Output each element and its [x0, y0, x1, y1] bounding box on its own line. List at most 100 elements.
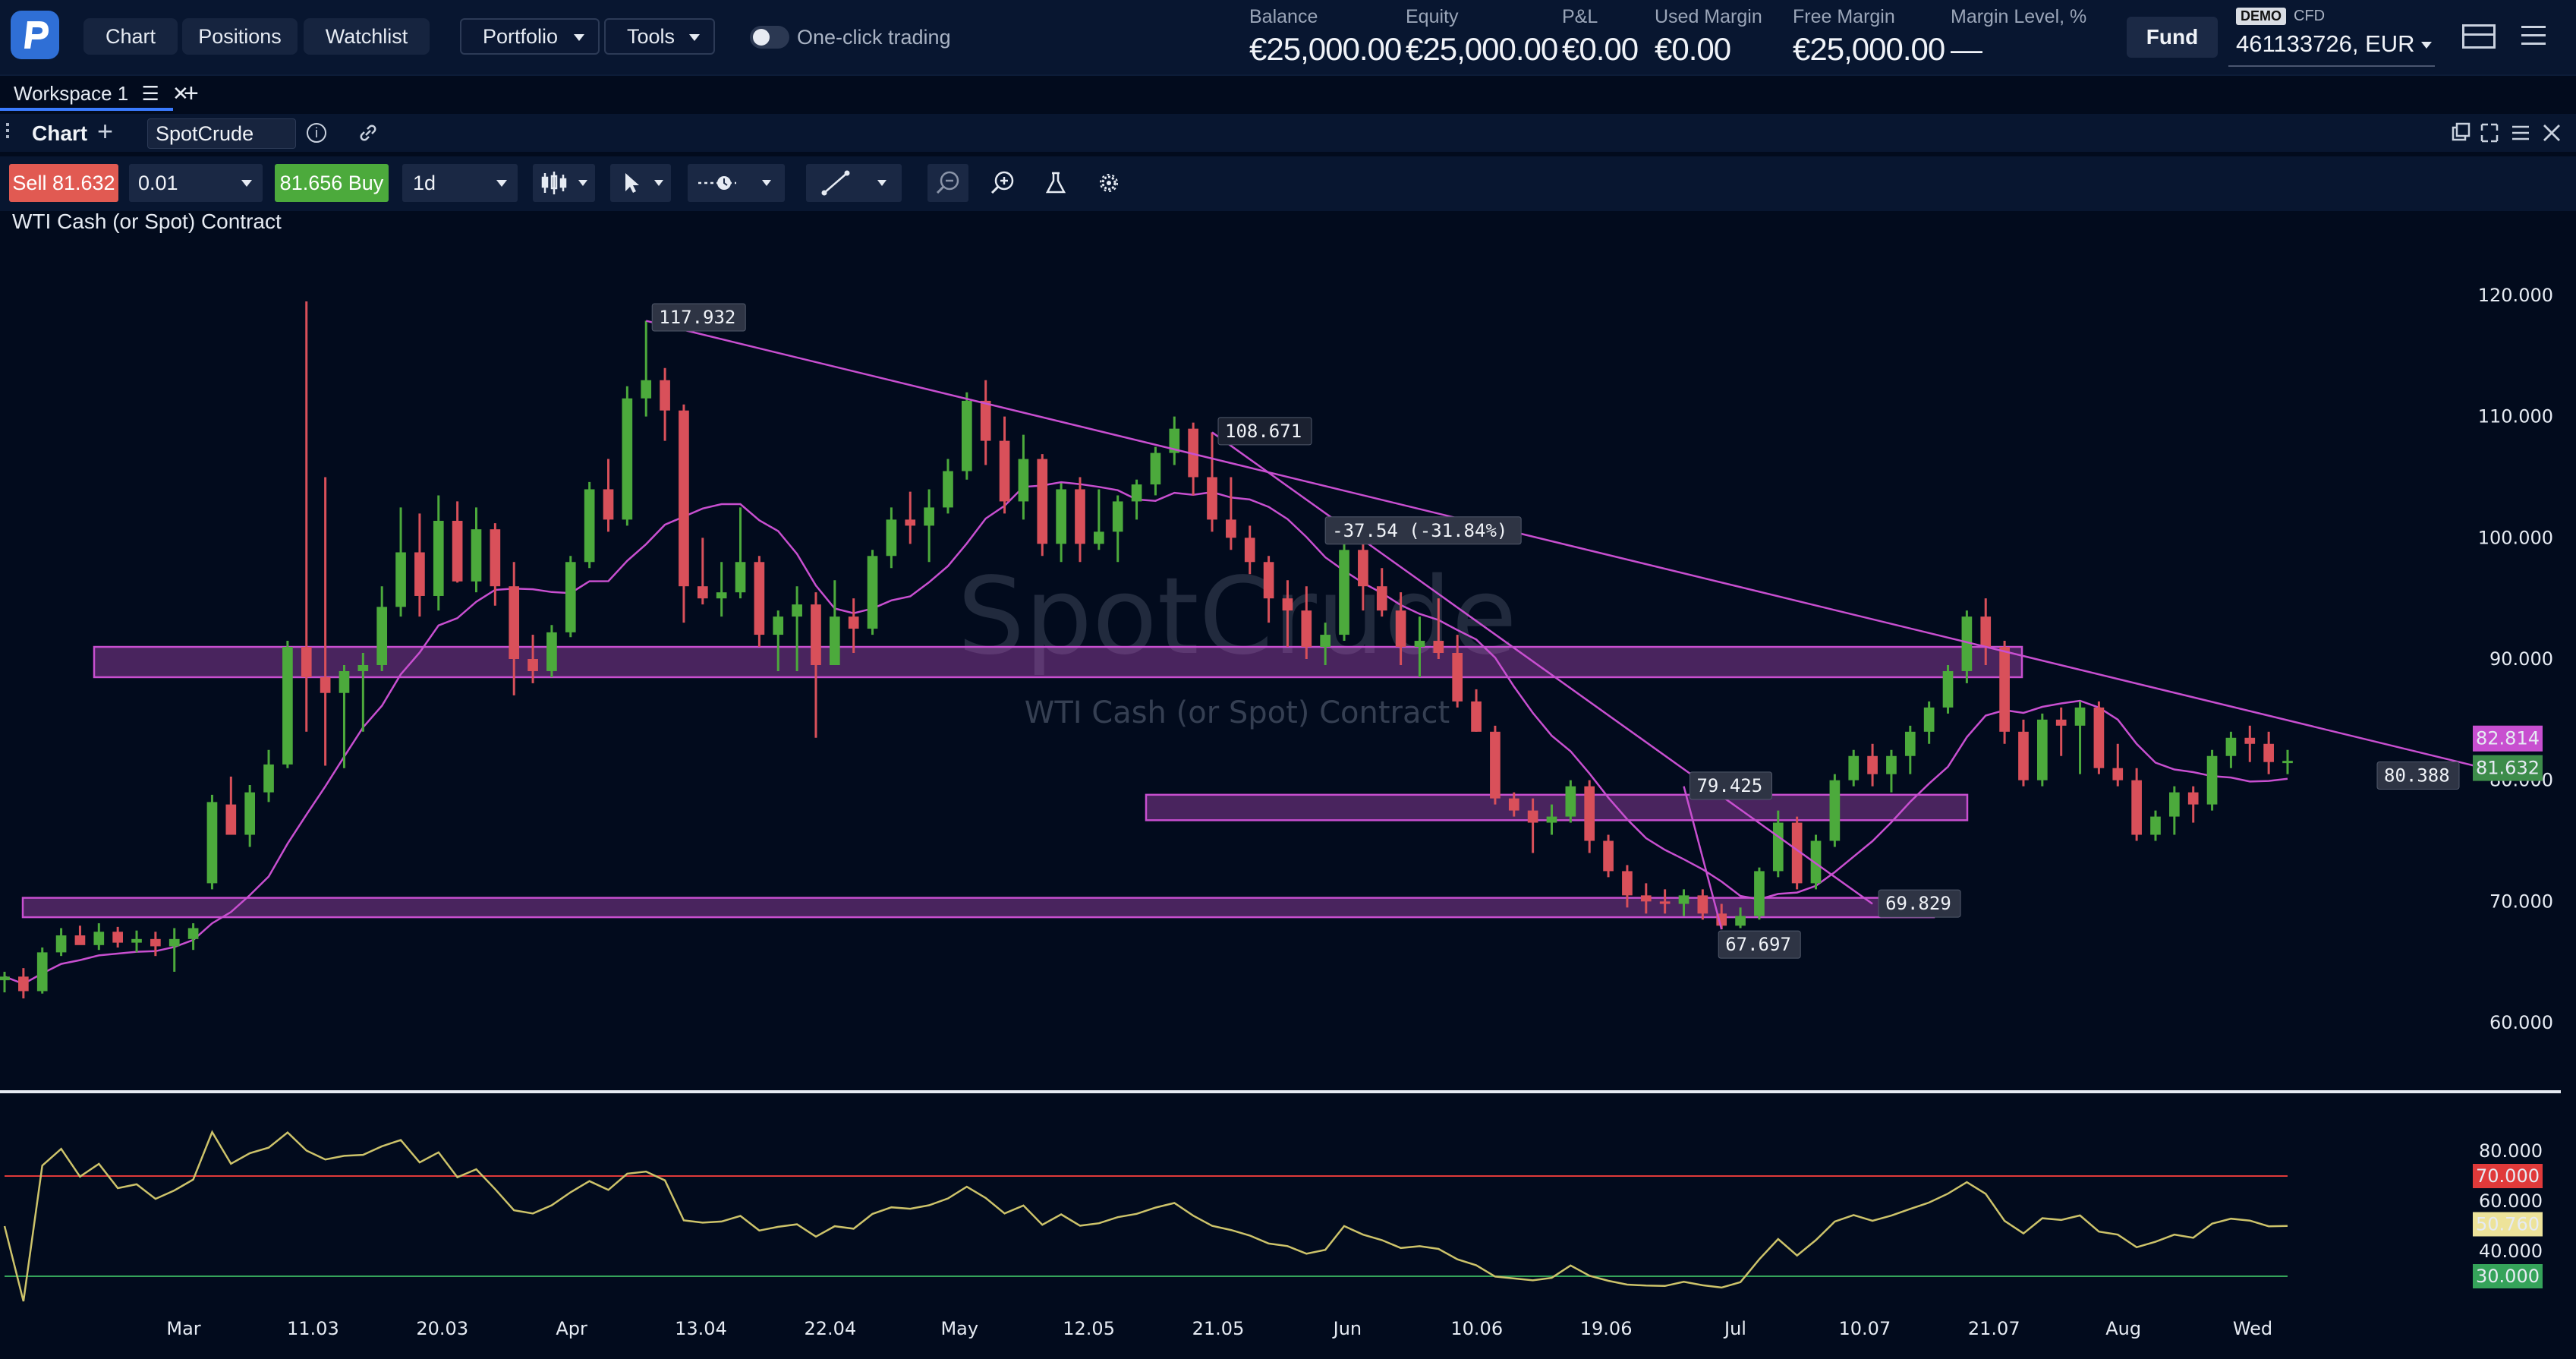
candle-body: [2036, 719, 2048, 780]
buy-price: 81.656: [279, 172, 343, 194]
zoom-out-button[interactable]: [927, 164, 968, 202]
zoom-in-button[interactable]: [982, 164, 1023, 202]
candle-body: [1980, 616, 1992, 648]
timeframe-dropdown[interactable]: 1d: [402, 164, 518, 202]
candle-body: [1490, 731, 1501, 799]
candle-body: [1018, 459, 1029, 502]
logo-icon: [24, 21, 49, 49]
chart-settings-button[interactable]: [1088, 164, 1129, 202]
candle-body: [886, 519, 897, 557]
zoom-out-icon: [936, 171, 959, 194]
symbol-search-input[interactable]: [147, 118, 296, 149]
candle-body: [2225, 737, 2237, 756]
tools-dropdown[interactable]: Tools: [604, 18, 715, 55]
add-chart-icon[interactable]: +: [97, 115, 114, 147]
top-navigation-bar: Chart Positions Watchlist Portfolio Tool…: [0, 0, 2576, 76]
candle-body: [1527, 810, 1538, 823]
margin-level-value: —: [1951, 31, 1982, 67]
candle-body: [1301, 610, 1312, 648]
price-tag: 82.814: [2473, 725, 2543, 752]
candle-body: [943, 471, 953, 508]
candle-body: [376, 607, 388, 665]
account-selector[interactable]: 461133726, EUR: [2236, 30, 2432, 58]
nav-watchlist-button[interactable]: Watchlist: [304, 18, 430, 55]
drag-handle-icon[interactable]: [6, 123, 14, 143]
rsi-indicator-pane: 70.000 30.000 80.000 60.000 40.000 50.760: [3, 1130, 2543, 1302]
portfolio-dropdown[interactable]: Portfolio: [460, 18, 600, 55]
timeframe-value: 1d: [413, 172, 436, 194]
candle-body: [1056, 489, 1066, 544]
candle-body: [1942, 670, 1954, 708]
date-tick-label: 11.03: [287, 1318, 339, 1339]
candle-body: [452, 520, 463, 582]
annotation-label: 69.829: [1885, 893, 1951, 914]
link-icon[interactable]: [357, 121, 379, 150]
hamburger-menu-icon[interactable]: [2521, 26, 2546, 47]
candle-body: [905, 519, 916, 526]
workspace-tab[interactable]: Workspace 1 ☰ ✕: [14, 82, 189, 106]
nav-chart-button[interactable]: Chart: [83, 18, 178, 55]
annotation-box: [1718, 930, 1801, 959]
toggle-knob: [753, 29, 770, 46]
trend-line-icon: [821, 170, 850, 196]
candle-body: [622, 398, 633, 520]
add-workspace-icon[interactable]: +: [184, 79, 199, 108]
cursor-tool-button[interactable]: [610, 164, 671, 202]
sell-button[interactable]: Sell 81.632: [9, 164, 118, 202]
annotation-box: [1689, 771, 1772, 800]
candle-body: [829, 616, 840, 665]
chart-type-button[interactable]: [533, 164, 595, 202]
candle-body: [2055, 719, 2067, 726]
chart-annotations: 117.932 108.671 -37.54 (-31.84%) 79.425 69.8…: [651, 303, 2460, 959]
chart-toolbar: Sell 81.632 0.01 81.656 Buy 1d: [0, 156, 2576, 211]
candle-body: [1904, 731, 1916, 756]
indicators-button[interactable]: [1035, 164, 1076, 202]
annotation-trendline-end: 80.388: [2376, 761, 2460, 790]
fund-button[interactable]: Fund: [2127, 17, 2218, 58]
candle-body: [150, 938, 161, 947]
buy-label: Buy: [348, 172, 384, 194]
crosshair-tool-button[interactable]: [688, 164, 785, 202]
candle-body: [1112, 501, 1123, 532]
candle-body: [1169, 428, 1180, 453]
pnl-value: €0.00: [1562, 31, 1639, 67]
candle-body: [1395, 610, 1406, 648]
rsi-level-label: 70.000: [2476, 1165, 2540, 1187]
workspace-menu-icon[interactable]: ☰: [141, 82, 159, 105]
price-tags: 82.814 81.632: [2473, 725, 2543, 781]
annotation-low: 67.697: [1718, 930, 1801, 959]
one-click-trading-toggle[interactable]: [750, 26, 789, 49]
chart-panel-header: Chart + i: [0, 114, 2576, 152]
candle-body: [1791, 822, 1803, 884]
uptrend-line: [1683, 786, 1723, 930]
rsi-level-tag: 70.000: [2473, 1164, 2543, 1188]
candle-body: [1263, 562, 1274, 599]
candle-body: [1622, 871, 1633, 896]
account-pnl: P&L €0.00: [1562, 6, 1639, 68]
layout-icon[interactable]: [2462, 24, 2496, 49]
candle-body: [1772, 822, 1784, 872]
window-controls: [2450, 121, 2564, 144]
nav-positions-button[interactable]: Positions: [182, 18, 298, 55]
candle-body: [36, 952, 48, 992]
candle-body: [490, 529, 501, 587]
candle-body: [641, 380, 652, 399]
account-id: 461133726, EUR: [2236, 30, 2415, 57]
annotation-point: 69.829: [1878, 889, 1961, 918]
candle-body: [1131, 484, 1142, 502]
buy-button[interactable]: 81.656 Buy: [275, 164, 389, 202]
workspace-tab-label: Workspace 1: [14, 82, 129, 105]
app-logo[interactable]: [11, 11, 59, 59]
candle-body: [1075, 489, 1085, 544]
candle-body: [1471, 701, 1482, 732]
quantity-dropdown[interactable]: 0.01: [129, 164, 263, 202]
candle-body: [867, 556, 878, 629]
candle-body: [1339, 550, 1349, 635]
candle-body: [773, 616, 784, 635]
candle-body: [1697, 895, 1708, 914]
drawing-tool-button[interactable]: [806, 164, 902, 202]
info-icon[interactable]: i: [307, 123, 326, 143]
date-tick-label: 21.05: [1192, 1318, 1245, 1339]
price-tick-label: 110.000: [2478, 406, 2553, 427]
close-icon[interactable]: ✕: [172, 82, 189, 105]
